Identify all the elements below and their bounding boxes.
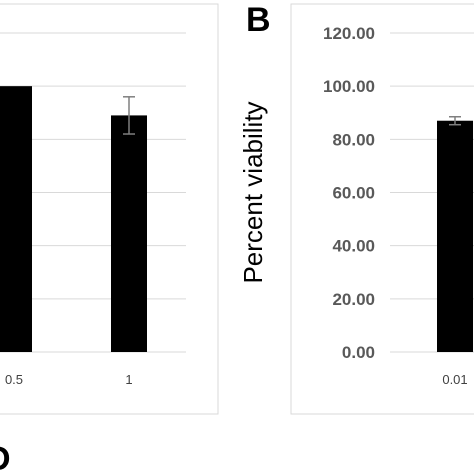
panel-d-letter: D xyxy=(0,440,11,474)
y-tick-label: 20.00 xyxy=(332,290,375,309)
y-tick-label: 120.00 xyxy=(323,24,375,43)
y-tick-label: 80.00 xyxy=(332,130,375,149)
y-tick-label: 40.00 xyxy=(332,237,375,256)
panel-b-chart: 0.00 20.00 40.00 60.00 80.00 100.00 120.00 Perc… xyxy=(238,24,474,387)
y-tick-label: 60.00 xyxy=(332,184,375,203)
panel-b-letter: B xyxy=(246,1,271,39)
bar xyxy=(437,120,473,352)
y-tick-label: 0.00 xyxy=(342,343,375,362)
x-tick-label: 0.01 xyxy=(442,372,467,387)
panel-a-frame xyxy=(0,3,219,415)
bar xyxy=(111,115,147,353)
y-axis-label: Percent viability xyxy=(238,101,268,283)
panel-a-chart: 0.5 1 xyxy=(0,32,186,387)
x-tick-label: 1 xyxy=(125,372,132,387)
x-tick-label: 0.5 xyxy=(5,372,23,387)
y-tick-label: 100.00 xyxy=(323,77,375,96)
bar xyxy=(0,86,32,353)
